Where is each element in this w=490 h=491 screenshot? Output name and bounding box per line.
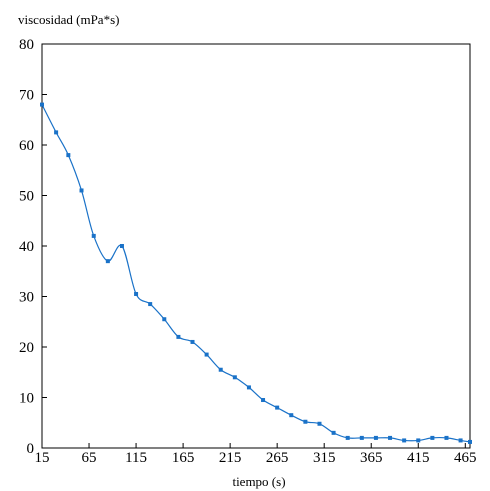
data-point: [359, 435, 364, 440]
data-point: [261, 398, 266, 403]
data-point: [303, 419, 308, 424]
y-tick-label: 40: [19, 239, 34, 255]
data-point: [162, 317, 167, 322]
x-tick-label: 115: [125, 450, 147, 466]
data-point: [345, 435, 350, 440]
data-point: [105, 259, 110, 264]
series-line: [41, 104, 471, 443]
x-tick-label: 215: [219, 450, 242, 466]
x-tick-label: 265: [266, 450, 289, 466]
x-tick-label: 15: [35, 450, 50, 466]
plot-frame: [41, 43, 471, 449]
x-tick-label: 65: [82, 450, 97, 466]
data-point: [275, 405, 280, 410]
x-axis-title: tiempo (s): [232, 474, 285, 489]
x-tick-label: 415: [407, 450, 430, 466]
data-point: [468, 439, 472, 444]
data-point: [79, 188, 84, 193]
data-point: [232, 375, 237, 380]
y-tick-label: 80: [19, 37, 34, 53]
data-point: [148, 302, 153, 307]
data-point: [246, 385, 251, 390]
y-tick-label: 20: [19, 340, 34, 356]
data-point: [317, 421, 322, 426]
y-tick-label: 60: [19, 138, 34, 154]
data-point: [331, 430, 336, 435]
data-point: [289, 413, 294, 418]
data-point: [402, 438, 407, 443]
y-ticks: 0 10 20 30 40 50 60 70 80: [19, 37, 47, 457]
data-point: [430, 435, 435, 440]
data-point: [373, 435, 378, 440]
y-tick-label: 70: [19, 88, 34, 104]
data-point: [388, 435, 393, 440]
data-point: [444, 435, 449, 440]
x-ticks: 15 65 115 165 215 265 315 365 415 465: [35, 443, 477, 466]
x-tick-label: 365: [360, 450, 383, 466]
data-point: [416, 438, 421, 443]
data-point: [91, 233, 96, 238]
y-tick-label: 10: [19, 391, 34, 407]
y-tick-label: 50: [19, 189, 34, 205]
data-point: [40, 102, 44, 107]
x-tick-label: 465: [454, 450, 477, 466]
y-tick-label: 30: [19, 290, 34, 306]
data-point: [66, 153, 71, 158]
data-point: [176, 334, 181, 339]
y-tick-label: 0: [27, 441, 35, 457]
data-point: [134, 291, 139, 296]
data-point: [218, 367, 223, 372]
data-point: [54, 130, 59, 135]
data-point: [458, 438, 463, 443]
data-point: [119, 244, 124, 248]
y-axis-title: viscosidad (mPa*s): [18, 12, 119, 27]
series-group: [40, 102, 472, 444]
data-point: [204, 352, 209, 357]
x-tick-label: 315: [313, 450, 336, 466]
x-tick-label: 165: [172, 450, 195, 466]
data-point: [190, 339, 195, 344]
